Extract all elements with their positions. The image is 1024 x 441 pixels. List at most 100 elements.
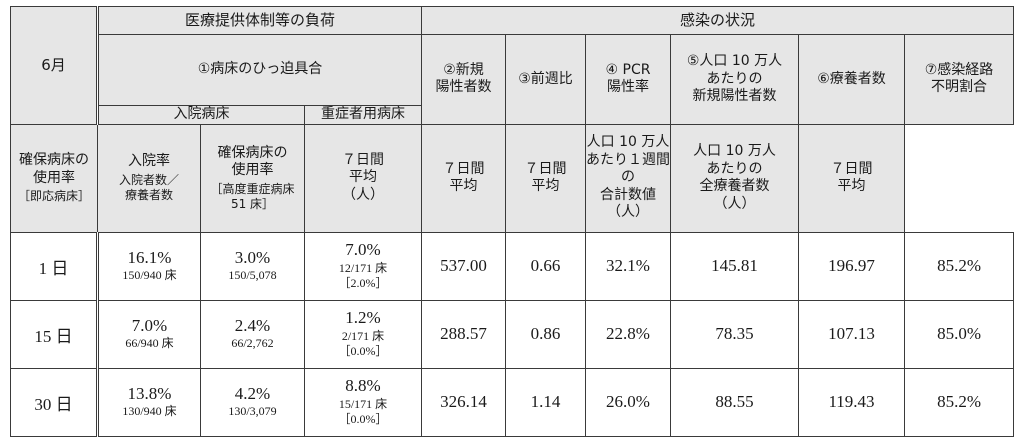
pcr-cell: 32.1% <box>585 231 671 301</box>
day-cell: 1 日 <box>10 231 99 301</box>
header-line: 平均 <box>449 178 478 194</box>
week-ratio-header: ③前週比 <box>505 34 586 125</box>
bed-usage-cell: 7.0% 66/940 床 <box>97 299 201 369</box>
header-line: ②新規 <box>443 61 484 78</box>
new-positive-cell: 537.00 <box>421 231 506 301</box>
header-note: 入院者数／ <box>118 172 179 187</box>
week-ratio-subheader: ７日間 平均 <box>421 123 506 233</box>
bed-usage-cell: 13.8% 130/940 床 <box>97 367 201 437</box>
pcr-cell: 22.8% <box>585 299 671 369</box>
header-line: 人口 10 万人 <box>586 134 670 151</box>
cell-note: ［0.0%］ <box>338 344 388 359</box>
cell-note: 130/3,079 <box>228 404 277 419</box>
header-line: 使用率 <box>231 162 274 178</box>
header-line: 新規陽性者数 <box>692 88 777 104</box>
header-line: 入院率 <box>128 153 170 170</box>
cell-note: 150/940 床 <box>122 268 177 283</box>
admission-subheader: 入院率 入院者数／ 療養者数 <box>97 123 201 233</box>
per100k-new-cell: 88.55 <box>670 367 799 437</box>
cell-value: 7.0% <box>345 240 381 260</box>
header-line: ⑥療養者数 <box>817 70 886 87</box>
header-line: ７日間 <box>524 160 567 177</box>
severe-beds-header: 重症者用病床 <box>304 105 422 125</box>
recuperating-cell: 196.97 <box>798 231 905 301</box>
header-line: 平均 <box>531 178 560 194</box>
new-positive-header: ②新規 陽性者数 <box>421 34 506 125</box>
table-row: 15 日 7.0% 66/940 床 2.4% 66/2,762 1.2% 2/… <box>10 299 1015 369</box>
recuperating-header: ⑥療養者数 <box>798 34 905 125</box>
cell-note: ［2.0%］ <box>338 276 388 291</box>
pcr-subheader: ７日間 平均 <box>505 123 586 233</box>
pcr-cell: 26.0% <box>585 367 671 437</box>
header-line: 人口 10 万人 <box>693 143 776 159</box>
header-line: あたり１週間の <box>586 151 670 186</box>
per100k-new-header: ⑤人口 10 万人 あたりの 新規陽性者数 <box>670 34 799 125</box>
medical-group-header: 医療提供体制等の負荷 <box>97 6 422 35</box>
unknown-route-header: ⑦感染経路 不明割合 <box>903 34 1015 125</box>
header-line: ７日間 <box>442 160 485 177</box>
severe-usage-subheader: 確保病床の 使用率 ［高度重症病床 51 床］ <box>200 123 305 233</box>
header-line: あたりの <box>706 70 763 87</box>
admission-cell: 4.2% 130/3,079 <box>200 367 305 437</box>
header-line: 合計数値（人） <box>600 186 656 221</box>
month-label: 6月 <box>41 55 66 74</box>
cell-note: ［0.0%］ <box>338 412 388 427</box>
day-cell: 15 日 <box>10 299 99 369</box>
week-ratio-cell: 1.14 <box>505 367 586 437</box>
recuperating-cell: 107.13 <box>798 299 905 369</box>
cell-note: 150/5,078 <box>228 268 277 283</box>
header-line: 全療養者数 <box>699 178 770 194</box>
header-line: ⑤人口 10 万人 <box>686 53 783 69</box>
header-line: あたりの <box>706 160 763 177</box>
header-note: ［高度重症病床 <box>210 181 295 196</box>
week-ratio-cell: 0.66 <box>505 231 586 301</box>
inpatient-beds-header: 入院病床 <box>97 105 305 125</box>
table-row: 30 日 13.8% 130/940 床 4.2% 130/3,079 8.8%… <box>10 367 1015 437</box>
per100k-new-cell: 145.81 <box>670 231 799 301</box>
header-note: 療養者数 <box>124 187 173 202</box>
header-line: ⑦感染経路 <box>924 61 994 78</box>
header-line: 確保病床の <box>19 152 89 168</box>
cell-note: 66/2,762 <box>231 336 274 351</box>
recuperating-subheader: 人口 10 万人 あたりの 全療養者数 （人） <box>670 123 799 233</box>
new-positive-subheader: ７日間 平均 （人） <box>304 123 422 233</box>
per100k-new-subheader: 人口 10 万人 あたり１週間の 合計数値（人） <box>585 123 671 233</box>
severe-cell: 7.0% 12/171 床 ［2.0%］ <box>304 231 422 301</box>
severe-cell: 8.8% 15/171 床 ［0.0%］ <box>304 367 422 437</box>
cell-note: 12/171 床 <box>338 260 388 275</box>
cell-value: 7.0% <box>131 316 168 335</box>
unknown-route-cell: 85.0% <box>903 299 1015 369</box>
header-note: 51 床］ <box>230 196 275 211</box>
cell-note: 130/940 床 <box>122 404 177 419</box>
header-line: ７日間 <box>830 160 873 177</box>
bed-usage-cell: 16.1% 150/940 床 <box>97 231 201 301</box>
new-positive-cell: 288.57 <box>421 299 506 369</box>
bed-usage-subheader: 確保病床の 使用率 ［即応病床］ <box>10 123 98 233</box>
header-line: 平均 <box>837 178 866 194</box>
severe-cell: 1.2% 2/171 床 ［0.0%］ <box>304 299 422 369</box>
header-note: ［即応病床］ <box>17 189 90 203</box>
admission-cell: 3.0% 150/5,078 <box>200 231 305 301</box>
week-ratio-cell: 0.86 <box>505 299 586 369</box>
infection-group-header: 感染の状況 <box>420 6 1015 35</box>
header-line: 陽性率 <box>607 79 649 96</box>
unknown-route-subheader: ７日間 平均 <box>798 123 905 233</box>
header-line: 使用率 <box>33 169 75 186</box>
month-header: 6月 <box>10 6 99 125</box>
header-line: （人） <box>342 186 384 203</box>
cell-value: 8.8% <box>345 376 381 396</box>
cell-note: 15/171 床 <box>338 396 388 411</box>
cell-value: 13.8% <box>127 384 172 403</box>
cell-value: 1.2% <box>345 308 381 328</box>
per100k-new-cell: 78.35 <box>670 299 799 369</box>
new-positive-cell: 326.14 <box>421 367 506 437</box>
unknown-route-cell: 85.2% <box>903 367 1015 437</box>
header-line: 陽性者数 <box>435 79 492 96</box>
header-line: （人） <box>713 195 756 212</box>
unknown-route-cell: 85.2% <box>903 231 1015 301</box>
header-line: 不明割合 <box>931 79 988 96</box>
pcr-header: ④ PCR 陽性率 <box>585 34 671 125</box>
admission-cell: 2.4% 66/2,762 <box>200 299 305 369</box>
day-cell: 30 日 <box>10 367 99 437</box>
cell-value: 4.2% <box>234 384 271 403</box>
